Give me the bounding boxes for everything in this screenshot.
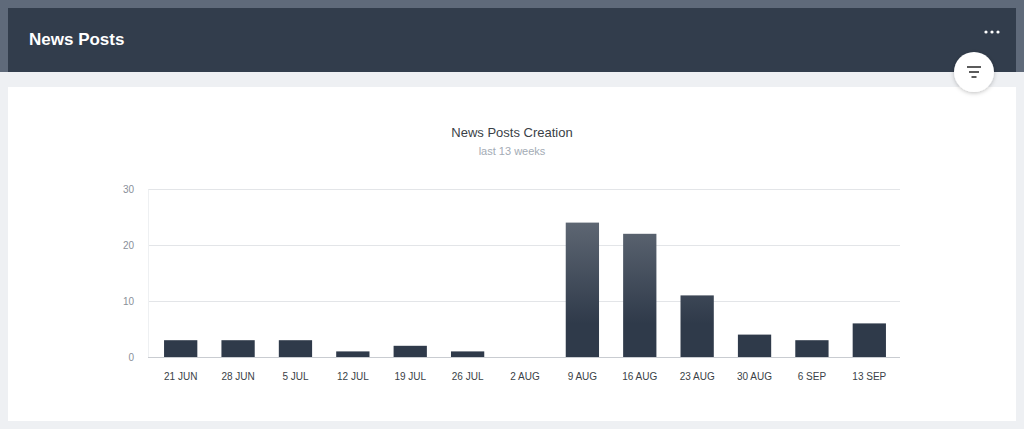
x-tick: 13 SEP — [852, 357, 886, 382]
header-bar — [8, 8, 1016, 72]
x-tick-label: 19 JUL — [394, 371, 426, 382]
x-axis: 21 JUN 28 JUN 5 JUL 12 JUL 19 JUL 26 JUL 2 AUG… — [148, 357, 900, 382]
more-menu[interactable] — [984, 30, 999, 33]
bar — [623, 234, 656, 357]
x-tick: 30 AUG — [737, 357, 772, 382]
filter-icon-line[interactable] — [969, 71, 979, 73]
y-axis-line — [148, 190, 149, 358]
x-axis-line — [148, 357, 900, 358]
x-tick-label: 13 SEP — [852, 371, 886, 382]
x-tick: 21 JUN — [164, 357, 197, 382]
grid — [148, 190, 900, 358]
y-tick: 0 — [128, 352, 148, 363]
x-tick-label: 2 AUG — [510, 371, 540, 382]
bar — [394, 346, 427, 357]
x-tick: 16 AUG — [622, 357, 657, 382]
page: News Posts News Posts Creation last 13 wee… — [0, 0, 1024, 429]
grid-line — [148, 245, 900, 246]
chart-subtitle: last 13 weeks — [479, 145, 546, 157]
x-tick: 12 JUL — [337, 357, 369, 382]
x-tick-label: 12 JUL — [337, 371, 369, 382]
y-tick-label: 30 — [123, 184, 135, 195]
x-tick: 9 AUG — [568, 357, 598, 382]
menu-dot[interactable] — [984, 30, 987, 33]
bar — [738, 335, 771, 357]
x-tick-label: 6 SEP — [798, 371, 827, 382]
filter-button[interactable] — [954, 52, 994, 92]
header-title: News Posts — [29, 30, 124, 49]
x-tick-label: 23 AUG — [680, 371, 715, 382]
bar — [279, 340, 312, 357]
grid-tick — [148, 301, 900, 302]
x-tick: 2 AUG — [510, 357, 540, 382]
x-tick-label: 9 AUG — [568, 371, 598, 382]
bar — [566, 223, 599, 357]
bar — [164, 340, 197, 357]
card — [8, 87, 1016, 421]
x-tick-label: 21 JUN — [164, 371, 197, 382]
x-tick-label: 28 JUN — [221, 371, 254, 382]
grid-line — [148, 357, 900, 358]
bar — [795, 340, 828, 357]
y-tick: 10 — [123, 296, 148, 307]
bar — [681, 295, 714, 357]
x-tick: 23 AUG — [680, 357, 715, 382]
y-tick-label: 20 — [123, 240, 135, 251]
menu-dot[interactable] — [990, 30, 993, 33]
menu-dot[interactable] — [996, 30, 999, 33]
x-tick: 26 JUL — [452, 357, 484, 382]
filter-icon-line[interactable] — [967, 66, 981, 68]
bar — [336, 351, 369, 357]
x-tick: 5 JUL — [282, 357, 309, 382]
y-tick: 30 — [123, 184, 148, 195]
bars — [164, 223, 886, 357]
filter-circle[interactable] — [954, 52, 994, 92]
bar — [853, 323, 886, 357]
y-axis: 0 10 20 30 — [123, 184, 149, 363]
grid-line — [148, 301, 900, 302]
y-tick-label: 0 — [128, 352, 134, 363]
x-tick: 6 SEP — [798, 357, 827, 382]
y-tick: 20 — [123, 240, 148, 251]
filter-icon-line[interactable] — [972, 76, 977, 78]
top-frame — [0, 0, 1024, 72]
x-tick-label: 16 AUG — [622, 371, 657, 382]
bar — [508, 357, 541, 358]
background — [0, 0, 1024, 429]
x-tick-label: 5 JUL — [282, 371, 309, 382]
y-tick-label: 10 — [123, 296, 135, 307]
x-tick-label: 26 JUL — [452, 371, 484, 382]
bar — [451, 351, 484, 357]
bar — [221, 340, 254, 357]
x-tick: 28 JUN — [221, 357, 254, 382]
x-tick-label: 30 AUG — [737, 371, 772, 382]
grid-line — [148, 189, 900, 190]
chart-title: News Posts Creation — [451, 125, 572, 140]
grid-tick — [148, 357, 900, 358]
grid-tick — [148, 189, 900, 190]
x-tick: 19 JUL — [394, 357, 426, 382]
grid-tick — [148, 245, 900, 246]
